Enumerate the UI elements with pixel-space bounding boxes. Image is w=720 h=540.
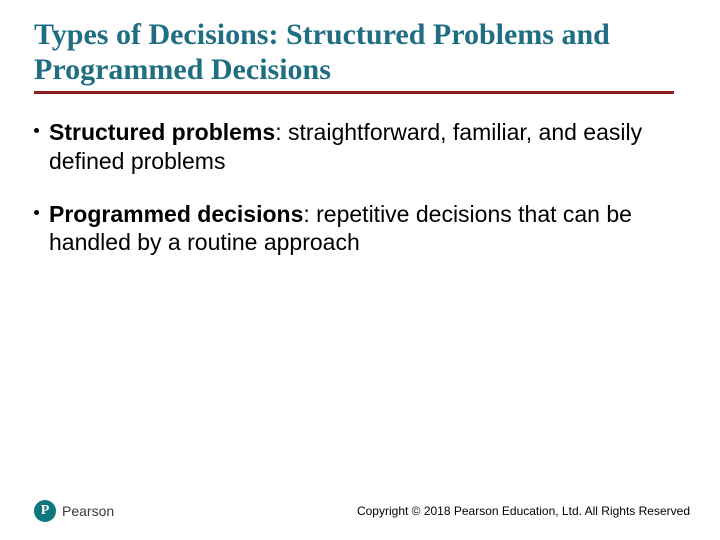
slide: Types of Decisions: Structured Problems … (0, 0, 720, 540)
pearson-logo-text: Pearson (62, 503, 114, 519)
pearson-logo-mark-icon: P (34, 500, 56, 522)
bullet-text: Structured problems: straightforward, fa… (49, 118, 690, 176)
bullet-term: Programmed decisions (49, 201, 303, 227)
bullet-term: Structured problems (49, 119, 275, 145)
pearson-logo: P Pearson (34, 500, 114, 522)
copyright-text: Copyright © 2018 Pearson Education, Ltd.… (357, 504, 690, 518)
title-underline (34, 91, 674, 94)
list-item: Structured problems: straightforward, fa… (34, 118, 690, 176)
bullet-list: Structured problems: straightforward, fa… (34, 118, 690, 257)
bullet-dot-icon (34, 210, 39, 215)
bullet-text: Programmed decisions: repetitive decisio… (49, 200, 690, 258)
slide-title: Types of Decisions: Structured Problems … (34, 18, 690, 87)
bullet-dot-icon (34, 128, 39, 133)
footer: P Pearson Copyright © 2018 Pearson Educa… (0, 500, 720, 522)
list-item: Programmed decisions: repetitive decisio… (34, 200, 690, 258)
